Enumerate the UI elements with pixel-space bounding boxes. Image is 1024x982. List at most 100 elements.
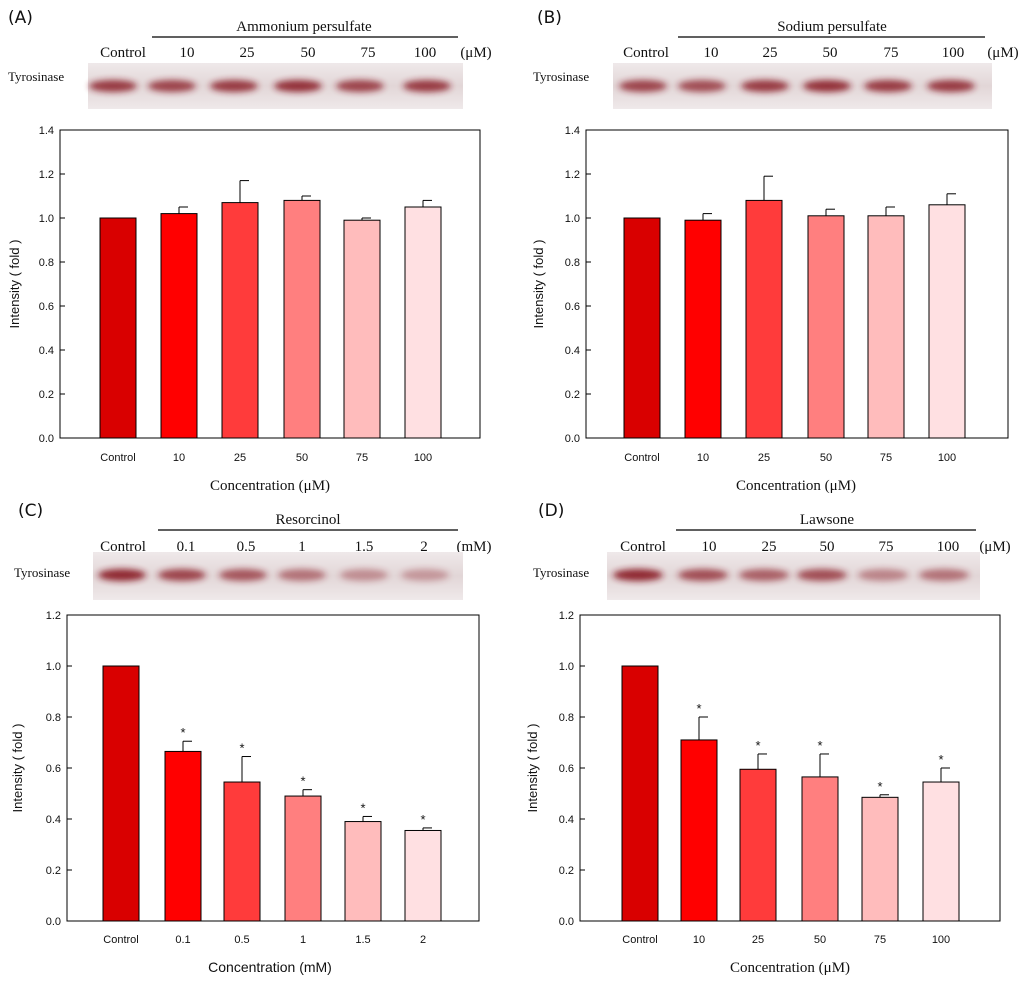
treatment-title: Ammonium persulfate <box>236 19 372 35</box>
lane-label: 10 <box>702 539 717 555</box>
blot-band <box>613 569 663 581</box>
blot-band <box>278 569 326 581</box>
y-tick-label: 1.4 <box>565 125 580 137</box>
y-tick-label: 0.6 <box>46 763 61 775</box>
category-label: Control <box>624 452 659 464</box>
y-tick-label: 0.2 <box>46 865 61 877</box>
blot-band <box>678 569 728 581</box>
y-tick-label: 0.8 <box>46 712 61 724</box>
significance-mark: * <box>300 774 305 789</box>
blot-label: Tyrosinase <box>8 69 64 84</box>
significance-mark: * <box>817 738 822 753</box>
category-label: 25 <box>758 452 770 464</box>
blot-label: Tyrosinase <box>14 565 70 580</box>
lane-label: 75 <box>361 45 376 61</box>
y-tick-label: 1.0 <box>565 213 580 225</box>
category-label: 0.1 <box>175 934 190 946</box>
blot-band <box>98 569 146 581</box>
blot-band <box>401 569 449 581</box>
bar <box>344 821 382 922</box>
category-label: 0.5 <box>234 934 249 946</box>
panel-letter: (C) <box>18 501 43 521</box>
panel-letter: (B) <box>537 8 562 28</box>
lane-label: 25 <box>762 539 777 555</box>
blot-band <box>927 80 975 92</box>
category-label: Control <box>622 934 657 946</box>
y-tick-label: 0.8 <box>565 257 580 269</box>
western-blot <box>93 552 463 600</box>
lane-label: 25 <box>763 45 778 61</box>
y-tick-label: 0.4 <box>46 814 61 826</box>
lane-label: 75 <box>879 539 894 555</box>
lane-label: 25 <box>240 45 255 61</box>
bar <box>861 796 899 922</box>
bar <box>102 665 140 922</box>
category-label: 75 <box>874 934 886 946</box>
bar <box>867 215 905 439</box>
bar <box>164 750 202 922</box>
category-label: 10 <box>697 452 709 464</box>
lane-label: 10 <box>180 45 195 61</box>
blot-band <box>797 569 847 581</box>
significance-mark: * <box>239 741 244 756</box>
lane-label: Control <box>100 45 146 61</box>
bar <box>807 215 845 439</box>
y-tick-label: 0.8 <box>39 257 54 269</box>
significance-mark: * <box>180 725 185 740</box>
category-label: 50 <box>814 934 826 946</box>
blot-label: Tyrosinase <box>533 565 589 580</box>
blot-bands <box>89 80 451 92</box>
y-axis-title: Intensity ( fold ) <box>525 724 540 813</box>
y-tick-label: 0.6 <box>39 301 54 313</box>
lane-label: 1 <box>298 539 306 555</box>
x-axis-title: Concentration (μM) <box>730 960 850 976</box>
panel-d: (D) Lawsone Control 10 25 50 75 100 (μM)… <box>525 501 1011 976</box>
y-axis-title: Intensity ( fold ) <box>7 240 22 329</box>
bar <box>621 665 659 922</box>
blot-band <box>403 80 451 92</box>
significance-mark: * <box>420 812 425 827</box>
lane-label: 100 <box>937 539 960 555</box>
bar <box>160 213 198 439</box>
category-label: 10 <box>173 452 185 464</box>
category-label: 2 <box>420 934 426 946</box>
treatment-title: Lawsone <box>800 512 854 528</box>
bar <box>221 202 259 439</box>
bars: Control 10 25 50 75 100 <box>623 175 966 464</box>
panel-letter: (A) <box>8 8 33 28</box>
category-label: 50 <box>820 452 832 464</box>
category-label: 75 <box>356 452 368 464</box>
blot-band <box>678 80 726 92</box>
bars: Control * 0.1 * 0.5 * 1 * 1.5 * 2 <box>102 665 442 946</box>
bars: Control 10 25 50 75 100 <box>99 180 442 464</box>
y-tick-label: 0.4 <box>559 814 574 826</box>
blot-band <box>864 80 912 92</box>
bar <box>404 206 442 439</box>
lane-label: 2 <box>420 539 428 555</box>
lane-label: 1.5 <box>355 539 374 555</box>
bar <box>739 768 777 922</box>
category-label: 100 <box>932 934 950 946</box>
y-tick-label: 1.0 <box>46 661 61 673</box>
y-tick-label: 1.0 <box>39 213 54 225</box>
blot-band <box>148 80 196 92</box>
lane-label: 75 <box>884 45 899 61</box>
blot-band <box>274 80 322 92</box>
y-tick-label: 0.2 <box>559 865 574 877</box>
y-tick-label: 1.4 <box>39 125 54 137</box>
bar <box>922 781 960 922</box>
blot-band <box>741 80 789 92</box>
plot-frame <box>59 129 481 439</box>
blot-label: Tyrosinase <box>533 69 589 84</box>
y-tick-label: 0.6 <box>559 763 574 775</box>
lane-label: 0.1 <box>177 539 196 555</box>
plot-frame <box>585 129 1009 439</box>
bar <box>745 199 783 439</box>
category-label: Control <box>100 452 135 464</box>
significance-mark: * <box>755 738 760 753</box>
y-axis-title: Intensity ( fold ) <box>531 240 546 329</box>
bar <box>680 739 718 922</box>
y-tick-label: 1.2 <box>39 169 54 181</box>
significance-mark: * <box>696 701 701 716</box>
